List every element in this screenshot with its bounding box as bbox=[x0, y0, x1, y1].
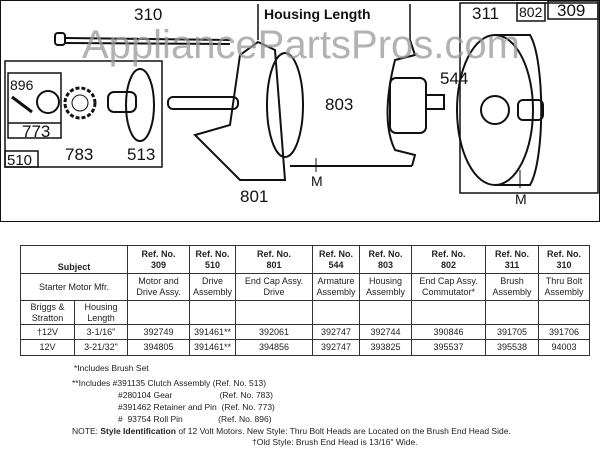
part-number-cell: 391705 bbox=[485, 324, 539, 340]
label-311: 311 bbox=[472, 4, 499, 23]
label-510: 510 bbox=[7, 152, 32, 169]
subheader-row: Briggs & Stratton Housing Length bbox=[20, 300, 590, 325]
part-number-cell: 392061 bbox=[235, 324, 313, 340]
part-description: Thru Bolt Assembly bbox=[538, 273, 590, 301]
part-number-cell: 392747 bbox=[312, 339, 360, 356]
footnote-includes: # 93754 Roll Pin (Ref. No. 896) bbox=[118, 414, 272, 424]
watermark: AppliancePartsPros.com bbox=[82, 23, 520, 67]
part-description: End Cap Assy. Commutator* bbox=[411, 273, 486, 301]
housing-armature-part bbox=[386, 39, 445, 167]
label-310: 310 bbox=[134, 5, 162, 24]
part-description: End Cap Assy. Drive bbox=[235, 273, 313, 301]
label-803: 803 bbox=[325, 95, 353, 114]
part-description: Brush Assembly bbox=[485, 273, 539, 301]
ref-header: Ref. No. 510 bbox=[189, 245, 236, 274]
style-note: NOTE: Style Identification of 12 Volt Mo… bbox=[72, 426, 511, 436]
part-number-cell: 392749 bbox=[127, 324, 190, 340]
subject-header: Subject bbox=[20, 245, 128, 274]
part-number-cell: 393825 bbox=[359, 339, 412, 356]
ref-header: Ref. No. 801 bbox=[235, 245, 313, 274]
part-description: Motor and Drive Assy. bbox=[127, 273, 190, 301]
table-row: †12V 3-1/16" 392749 391461** 392061 3927… bbox=[20, 324, 590, 340]
label-513: 513 bbox=[127, 145, 155, 164]
part-number-cell: 391706 bbox=[538, 324, 590, 340]
footnote-brush-set: *Includes Brush Set bbox=[74, 363, 149, 373]
length-cell: 3-21/32" bbox=[74, 339, 128, 356]
part-number-cell: 391461** bbox=[189, 339, 236, 356]
ref-header: Ref. No. 310 bbox=[538, 245, 590, 274]
clutch-part bbox=[107, 68, 155, 142]
ref-header: Ref. No. 802 bbox=[411, 245, 486, 274]
part-description: Housing Assembly bbox=[359, 273, 412, 301]
label-783: 783 bbox=[65, 145, 93, 164]
label-896: 896 bbox=[10, 77, 34, 93]
description-row: Starter Motor Mfr. Motor and Drive Assy.… bbox=[20, 273, 590, 301]
footnote-includes: **Includes #391135 Clutch Assembly (Ref.… bbox=[72, 378, 267, 388]
part-number-cell: 392747 bbox=[312, 324, 360, 340]
part-number-cell: 94003 bbox=[538, 339, 590, 356]
gear-part bbox=[63, 86, 97, 120]
ref-header: Ref. No. 311 bbox=[485, 245, 539, 274]
part-number-cell: 394805 bbox=[127, 339, 190, 356]
footnote-includes: #391462 Retainer and Pin (Ref. No. 773) bbox=[118, 402, 275, 412]
parts-table: Subject Ref. No. 309 Ref. No. 510 Ref. No.… bbox=[20, 245, 590, 356]
part-description: Drive Assembly bbox=[189, 273, 236, 301]
ref-header: Ref. No. 309 bbox=[127, 245, 190, 274]
length-cell: 3-1/16" bbox=[74, 324, 128, 340]
drive-end-cap-part bbox=[167, 40, 412, 181]
style-note-line2: †Old Style: Brush End Head is 13/16" Wid… bbox=[252, 437, 418, 447]
dimension-m-label: M bbox=[311, 173, 323, 189]
housing-length-label: Housing Length bbox=[264, 6, 371, 22]
label-544: 544 bbox=[440, 69, 468, 88]
part-description: Armature Assembly bbox=[312, 273, 360, 301]
ref-header: Ref. No. 544 bbox=[312, 245, 360, 274]
part-number-cell: 394856 bbox=[235, 339, 313, 356]
part-number-cell: 395537 bbox=[411, 339, 486, 356]
ref-header: Ref. No. 803 bbox=[359, 245, 412, 274]
part-number-cell: 391461** bbox=[189, 324, 236, 340]
part-number-cell: 395538 bbox=[485, 339, 539, 356]
voltage-cell: †12V bbox=[20, 324, 75, 340]
voltage-cell: 12V bbox=[20, 339, 75, 356]
label-802: 802 bbox=[519, 4, 543, 20]
footnote-includes: #280104 Gear (Ref. No. 783) bbox=[118, 390, 273, 400]
housing-length-header: Housing Length bbox=[74, 300, 128, 325]
table-row: 12V 3-21/32" 394805 391461** 394856 3927… bbox=[20, 339, 590, 356]
label-773: 773 bbox=[22, 122, 50, 141]
part-number-cell: 390846 bbox=[411, 324, 486, 340]
part-number-cell: 392744 bbox=[359, 324, 412, 340]
starter-motor-exploded-diagram: 310 Housing Length 309 802 311 Appliance… bbox=[0, 0, 600, 222]
mfr-label: Starter Motor Mfr. bbox=[20, 273, 128, 301]
label-801: 801 bbox=[240, 187, 268, 206]
label-309: 309 bbox=[557, 1, 585, 20]
thru-bolt-part bbox=[54, 32, 231, 46]
dimension-m-label: M bbox=[515, 191, 527, 207]
briggs-label: Briggs & Stratton bbox=[20, 300, 75, 325]
header-row: Subject Ref. No. 309 Ref. No. 510 Ref. No.… bbox=[20, 245, 590, 274]
commutator-end-cap-part bbox=[456, 34, 544, 186]
